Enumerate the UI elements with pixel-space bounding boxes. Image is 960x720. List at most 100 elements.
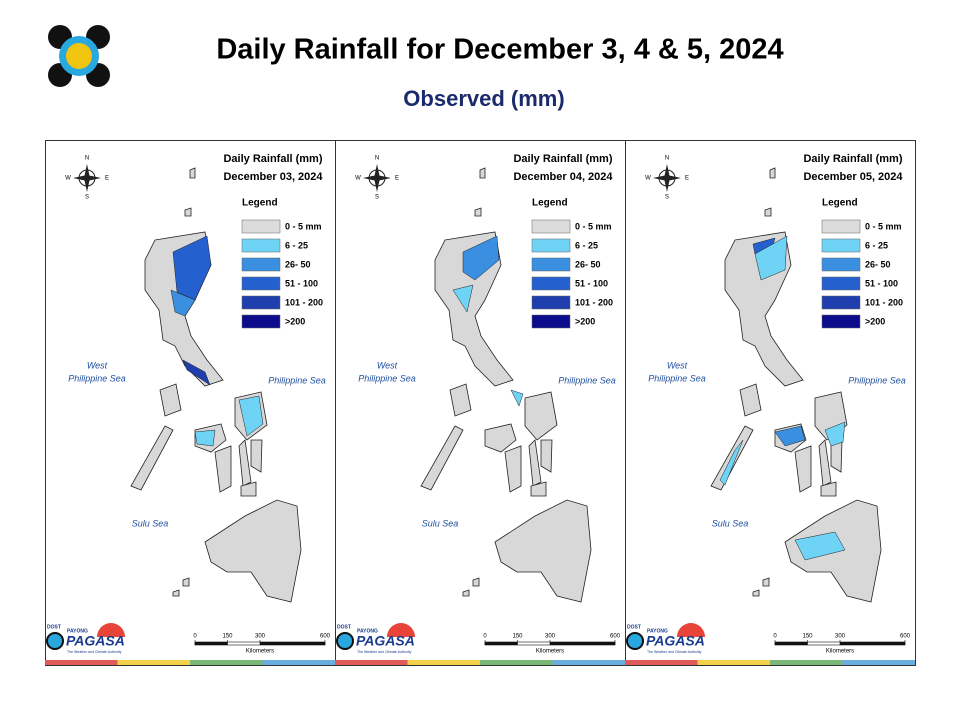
landmass xyxy=(462,589,470,597)
color-stripe xyxy=(407,660,480,665)
logo-tagline: The Weather and Climate Authority xyxy=(67,650,122,654)
logo-tagline: The Weather and Climate Authority xyxy=(357,650,412,654)
landmass xyxy=(250,439,263,473)
scale-segment xyxy=(840,642,905,645)
legend-swatch xyxy=(531,295,571,310)
logo-tagline: The Weather and Climate Authority xyxy=(647,650,702,654)
landmass xyxy=(524,391,558,441)
landmass xyxy=(159,383,182,417)
rainfall-area xyxy=(452,284,474,313)
sea-label: Philippine Sea xyxy=(558,375,616,385)
scale-label: 150 xyxy=(222,634,233,640)
legend-label: 51 - 100 xyxy=(575,278,608,288)
footer-logo xyxy=(46,632,64,650)
sea-label: West xyxy=(667,360,688,370)
legend-swatch xyxy=(241,295,281,310)
scale-label: 600 xyxy=(900,634,911,640)
landmass xyxy=(214,445,232,493)
color-stripe xyxy=(262,660,335,665)
landmass xyxy=(479,167,486,179)
landmass xyxy=(474,207,482,217)
compass-label: W xyxy=(65,176,71,182)
umbrella xyxy=(677,623,705,637)
legend-label: 0 - 5 mm xyxy=(865,221,902,231)
legend-swatch xyxy=(241,314,281,329)
umbrella xyxy=(97,623,125,637)
color-stripe xyxy=(697,660,770,665)
scale-label: 150 xyxy=(512,634,523,640)
landmass xyxy=(204,499,302,603)
sea-label: Philippine Sea xyxy=(268,375,326,385)
scale-label: 0 xyxy=(773,634,777,640)
compass-label: S xyxy=(375,195,379,201)
legend-swatch xyxy=(821,238,861,253)
legend-swatch xyxy=(241,219,281,234)
landmass xyxy=(484,423,517,453)
logo-name: PAGASA xyxy=(66,633,125,649)
scale-segment xyxy=(195,642,228,645)
rainfall-area xyxy=(462,235,500,281)
legend-title: Legend xyxy=(532,198,568,209)
logo-text: DOST xyxy=(337,624,351,630)
rainfall-area xyxy=(510,389,524,407)
rainfall-area xyxy=(824,421,846,447)
legend-label: 101 - 200 xyxy=(865,297,903,307)
rainfall-area xyxy=(774,425,806,447)
legend-swatch xyxy=(531,238,571,253)
compass-rose xyxy=(653,164,681,192)
scale-unit: Kilometers xyxy=(826,649,854,655)
color-stripe xyxy=(190,660,263,665)
landmass xyxy=(530,481,547,497)
scale-label: 600 xyxy=(610,634,621,640)
landmass xyxy=(130,425,174,491)
scale-segment xyxy=(550,642,615,645)
legend-label: 101 - 200 xyxy=(285,297,323,307)
rainfall-area xyxy=(719,439,744,486)
sea-label: Philippine Sea xyxy=(648,373,706,383)
sea-label: Sulu Sea xyxy=(422,518,459,528)
legend-label: >200 xyxy=(575,316,595,326)
sea-label: Sulu Sea xyxy=(712,518,749,528)
rainfall-area xyxy=(794,531,846,561)
landmass xyxy=(818,439,832,487)
landmass xyxy=(494,499,592,603)
map-panel: Daily Rainfall (mm) December 03, 2024 Lege… xyxy=(45,140,336,666)
landmass xyxy=(752,589,760,597)
legend-title: Legend xyxy=(822,198,858,209)
legend-swatch xyxy=(531,257,571,272)
landmass xyxy=(472,577,480,587)
scale-unit: Kilometers xyxy=(536,649,564,655)
landmass xyxy=(794,445,812,493)
legend-swatch xyxy=(531,276,571,291)
title: Daily Rainfall for December 3, 4 & 5, 20… xyxy=(216,34,783,66)
legend-swatch xyxy=(531,219,571,234)
landmass xyxy=(762,577,770,587)
map-panel: Daily Rainfall (mm) December 04, 2024 Lege… xyxy=(335,140,626,666)
subtitle: Observed (mm) xyxy=(403,86,564,111)
legend-swatch xyxy=(821,257,861,272)
logo-text: PAYONG xyxy=(647,628,668,634)
scale-segment xyxy=(775,642,808,645)
panel-date: December 04, 2024 xyxy=(513,171,613,183)
rainfall-area xyxy=(238,395,264,437)
color-stripe xyxy=(45,660,118,665)
color-stripe xyxy=(552,660,625,665)
footer-logo xyxy=(626,632,644,650)
landmass xyxy=(820,481,837,497)
compass-label: N xyxy=(665,156,669,162)
landmass xyxy=(434,231,514,387)
sea-label: Sulu Sea xyxy=(132,518,169,528)
scale-label: 300 xyxy=(835,634,846,640)
landmass xyxy=(184,207,192,217)
legend-title: Legend xyxy=(242,198,278,209)
legend-label: 6 - 25 xyxy=(285,240,308,250)
scale-segment xyxy=(485,642,518,645)
compass-label: E xyxy=(395,176,399,182)
logo-text: PAYONG xyxy=(357,628,378,634)
compass-rose xyxy=(73,164,101,192)
sea-label: West xyxy=(87,360,108,370)
scale-label: 0 xyxy=(483,634,487,640)
legend-swatch xyxy=(821,314,861,329)
legend-label: >200 xyxy=(285,316,305,326)
